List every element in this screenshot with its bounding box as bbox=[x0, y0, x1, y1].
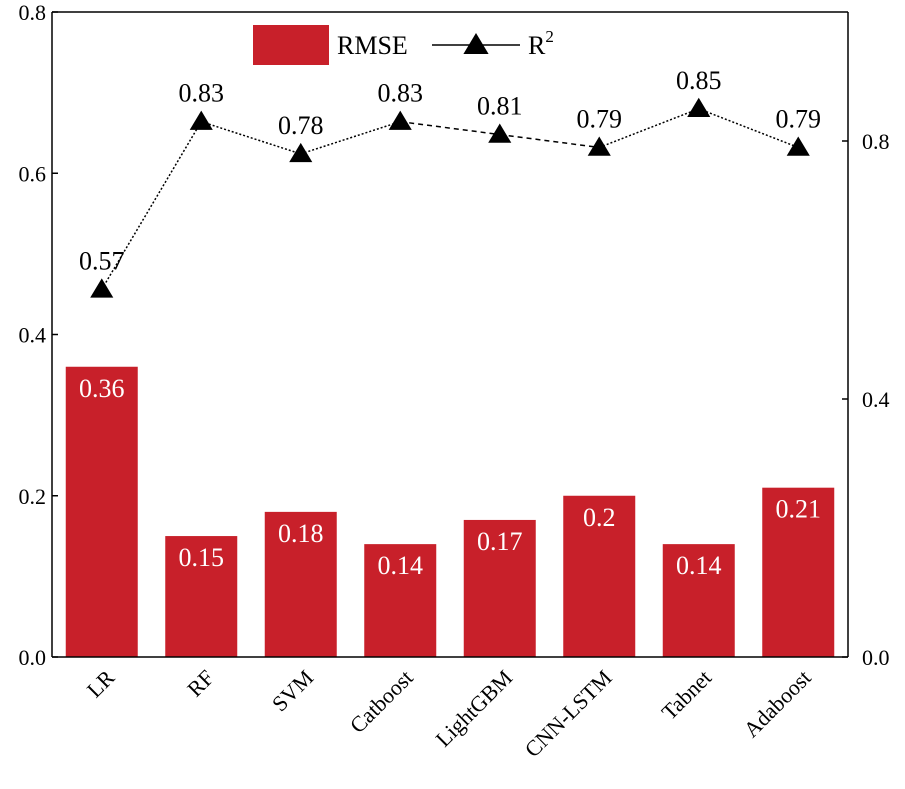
r2-value-label: 0.85 bbox=[676, 66, 722, 95]
rmse-bar-label: 0.15 bbox=[179, 543, 225, 572]
rmse-bar-label: 0.36 bbox=[79, 374, 125, 403]
rmse-bar-label: 0.2 bbox=[583, 503, 616, 532]
rmse-bar bbox=[463, 519, 536, 657]
r2-marker bbox=[786, 136, 810, 156]
right-axis-tick-label: 0.8 bbox=[862, 129, 890, 154]
rmse-bar bbox=[65, 366, 138, 657]
r2-line-segment bbox=[400, 120, 500, 136]
r2-line-segment bbox=[300, 120, 401, 155]
x-axis-tick-label: SVM bbox=[267, 665, 318, 716]
right-axis-tick-label: 0.0 bbox=[862, 645, 890, 670]
rmse-bar bbox=[165, 536, 238, 657]
rmse-bar-label: 0.18 bbox=[278, 519, 324, 548]
plot-area: 0.36 0.15 0.18 0.14 0.17 0.2 0.14 0.21 0.0 0.2 0.4… bbox=[19, 0, 890, 762]
r2-line-segment bbox=[499, 133, 600, 149]
legend-r2-label: R2 bbox=[528, 27, 554, 60]
rmse-bar bbox=[264, 511, 337, 657]
r2-value-label: 0.79 bbox=[577, 104, 623, 133]
legend-rmse-label: RMSE bbox=[337, 31, 408, 60]
r2-line-segment bbox=[101, 121, 202, 290]
left-axis-tick-label: 0.6 bbox=[19, 161, 47, 186]
rmse-bar-label: 0.21 bbox=[776, 495, 822, 524]
r2-marker bbox=[289, 142, 313, 163]
x-axis-tick-label: CNN-LSTM bbox=[520, 665, 617, 762]
left-axis-tick-label: 0.4 bbox=[19, 323, 47, 348]
x-axis-tick-label: Adaboost bbox=[738, 665, 815, 742]
r2-value-label: 0.57 bbox=[79, 246, 125, 275]
rmse-bar-label: 0.17 bbox=[477, 527, 523, 556]
x-axis-tick-label: LightGBM bbox=[430, 665, 517, 752]
rmse-bar bbox=[662, 544, 735, 657]
r2-value-label: 0.83 bbox=[378, 79, 424, 108]
r2-marker bbox=[90, 278, 114, 298]
left-axis-tick-label: 0.2 bbox=[19, 484, 47, 509]
r2-line-segment bbox=[201, 120, 301, 155]
rmse-bar bbox=[762, 487, 835, 657]
r2-marker bbox=[189, 110, 213, 130]
rmse-bar bbox=[364, 544, 437, 657]
r2-value-label: 0.79 bbox=[776, 104, 822, 133]
r2-marker bbox=[687, 97, 711, 117]
right-axis-tick-label: 0.4 bbox=[862, 387, 890, 412]
r2-marker bbox=[587, 136, 611, 156]
r2-line-segment bbox=[598, 108, 700, 149]
r2-marker bbox=[488, 123, 512, 143]
x-axis-tick-label: Catboost bbox=[345, 665, 418, 738]
rmse-bar bbox=[563, 495, 636, 657]
r2-value-label: 0.78 bbox=[278, 111, 324, 140]
legend-r2-marker bbox=[463, 33, 489, 54]
left-axis-tick-label: 0.0 bbox=[19, 645, 47, 670]
r2-marker bbox=[388, 110, 412, 130]
rmse-bar-label: 0.14 bbox=[676, 551, 722, 580]
left-axis-tick-label: 0.8 bbox=[19, 0, 47, 25]
x-axis-tick-label: Tabnet bbox=[657, 665, 717, 725]
r2-value-label: 0.81 bbox=[477, 92, 523, 121]
r2-line-segment bbox=[698, 108, 799, 149]
legend-rmse-swatch bbox=[253, 25, 329, 65]
x-axis-tick-label: RF bbox=[182, 665, 219, 702]
r2-value-label: 0.83 bbox=[179, 79, 225, 108]
x-axis-tick-label: LR bbox=[82, 665, 120, 703]
rmse-bar-label: 0.14 bbox=[378, 551, 424, 580]
